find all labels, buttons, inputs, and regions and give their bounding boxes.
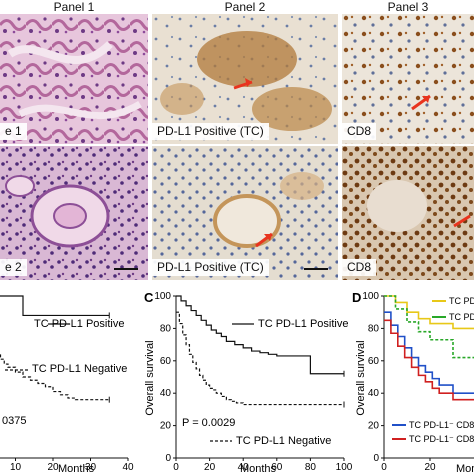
panel-c-plot: C 0 20 40 60 80 100 0 20 40 60 80 100 Months Overal… — [144, 290, 353, 474]
x-axis-label: Month — [456, 463, 474, 474]
y-tick-label: 0 — [165, 453, 171, 464]
y-tick-label: 80 — [368, 323, 380, 334]
x-tick-label: 20 — [47, 462, 59, 473]
legend-label: TC PD-L1 Positive — [34, 318, 124, 330]
x-tick-label: 0 — [381, 462, 387, 473]
y-tick-label: 40 — [160, 388, 172, 399]
legend-label: TC PD-L1⁻ CD8ᴸᵒ — [409, 434, 474, 444]
survival-curve-1 — [0, 295, 110, 317]
y-tick-label: 40 — [368, 388, 380, 399]
cd8-micrograph-2: CD8 — [342, 146, 474, 280]
legend-label: TC PD-L1⁻ CD8ᴴⁱ — [409, 420, 474, 430]
panel-letter-d: D — [352, 290, 361, 305]
y-tick-label: 20 — [160, 421, 172, 432]
x-axis-label: Months — [58, 463, 95, 474]
legend-label: TC PD — [449, 312, 474, 322]
legend-label: TC PD-L1 Negative — [236, 435, 331, 447]
y-tick-label: 100 — [362, 291, 379, 302]
ihc-texture — [152, 146, 338, 280]
panel-b-plot: 10 20 30 40 Months 0375 TC PD-L1 Positive T… — [0, 295, 134, 474]
tile-caption: CD8 — [342, 123, 377, 140]
x-tick-label: 20 — [204, 462, 216, 473]
x-tick-label: 20 — [424, 462, 436, 473]
pdl1-ihc-micrograph-1: PD-L1 Positive (TC) — [152, 14, 338, 144]
he-micrograph-2: e 2 — [0, 146, 148, 280]
panel-letter-c: C — [144, 290, 154, 305]
tile-caption: PD-L1 Positive (TC) — [152, 259, 269, 276]
he-micrograph-1: e 1 — [0, 14, 148, 144]
cd8-texture — [342, 146, 474, 280]
scale-bar — [114, 268, 138, 270]
survival-curve-2 — [0, 353, 110, 401]
tile-caption: e 2 — [0, 259, 27, 276]
y-tick-label: 0 — [373, 453, 379, 464]
y-tick-label: 100 — [154, 291, 171, 302]
scale-bar — [304, 268, 328, 270]
x-tick-label: 30 — [85, 462, 97, 473]
panel2-header: Panel 2 — [224, 0, 266, 14]
legend-label: TC PD-L1 Positive — [258, 318, 348, 330]
p-value: P = 0.0029 — [182, 417, 235, 429]
x-tick-label: 100 — [336, 462, 353, 473]
y-tick-label: 60 — [368, 356, 380, 367]
x-tick-label: 80 — [305, 462, 317, 473]
he-texture — [0, 14, 148, 144]
tile-caption: PD-L1 Positive (TC) — [152, 123, 269, 140]
panel1-header: Panel 1 — [53, 0, 95, 14]
y-tick-label: 60 — [160, 356, 172, 367]
ihc-texture — [152, 14, 338, 144]
panel-d-plot: D 0 20 40 60 80 100 0 20 Overall survival Month… — [352, 290, 474, 474]
cd8-texture — [342, 14, 474, 144]
survival-plots: 10 20 30 40 Months 0375 TC PD-L1 Positive T… — [0, 290, 474, 474]
survival-curve-1 — [176, 295, 344, 375]
x-axis-label: Months — [240, 463, 277, 474]
x-tick-label: 40 — [238, 462, 250, 473]
survival-curve-4 — [384, 319, 474, 401]
x-tick-label: 0 — [173, 462, 179, 473]
he-texture — [0, 146, 148, 280]
legend-label: TC PD-L1 Negative — [32, 363, 127, 375]
red-arrow-icon — [453, 214, 471, 228]
survival-curve-2 — [384, 295, 474, 359]
p-value: 0375 — [2, 415, 26, 427]
cd8-micrograph-1: CD8 — [342, 14, 474, 144]
panel3-header: Panel 3 — [387, 0, 429, 14]
tile-caption: e 1 — [0, 123, 27, 140]
survival-curve-3 — [384, 311, 474, 394]
y-axis-label: Overall survival — [355, 340, 367, 415]
tile-caption: CD8 — [342, 259, 377, 276]
legend-label: TC PD — [449, 296, 474, 306]
y-tick-label: 20 — [368, 421, 380, 432]
y-axis-label: Overall survival — [144, 340, 156, 415]
y-tick-label: 80 — [160, 323, 172, 334]
x-tick-label: 60 — [271, 462, 283, 473]
pdl1-ihc-micrograph-2: PD-L1 Positive (TC) — [152, 146, 338, 280]
x-tick-label: 40 — [122, 462, 134, 473]
x-tick-label: 10 — [10, 462, 22, 473]
